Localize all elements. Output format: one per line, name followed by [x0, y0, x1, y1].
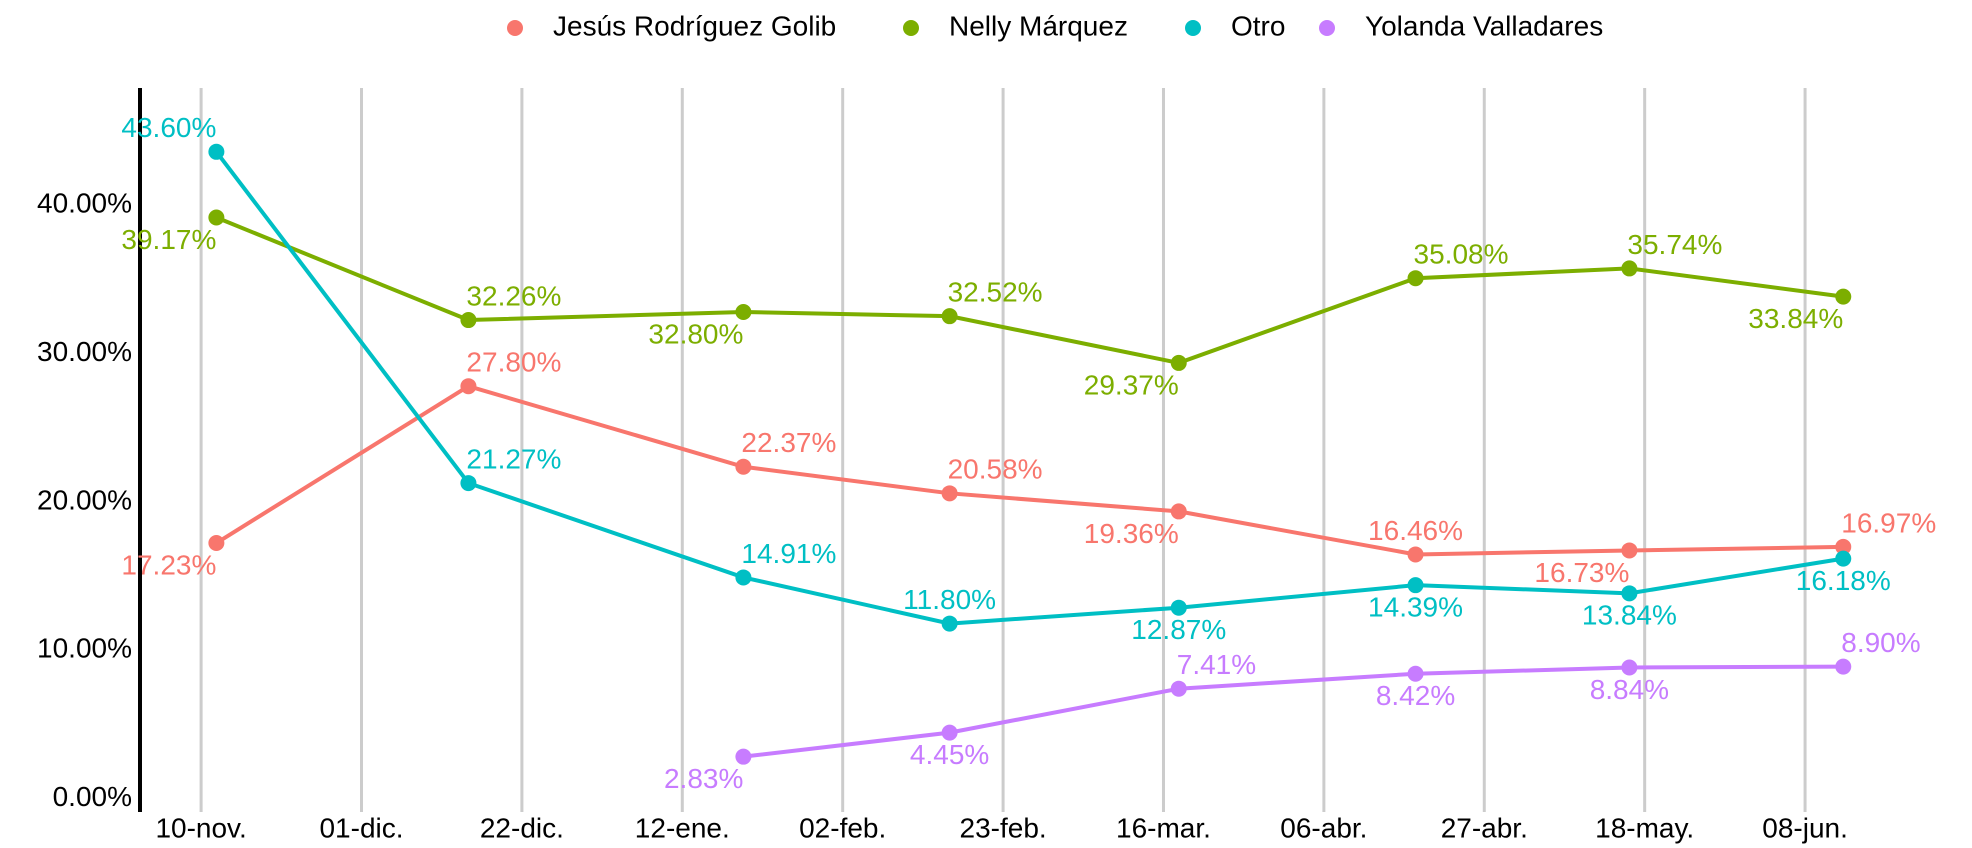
x-tick-label: 27-abr.: [1441, 812, 1528, 843]
y-tick-label: 10.00%: [37, 633, 132, 664]
series-line: [743, 664, 1844, 759]
legend-label: Yolanda Valladares: [1365, 10, 1603, 41]
point: [1835, 288, 1852, 305]
x-tick-label: 22-dic.: [480, 812, 564, 843]
x-tick-label: 18-may.: [1595, 812, 1694, 843]
point: [1621, 542, 1638, 559]
y-tick-label: 30.00%: [37, 336, 132, 367]
data-label: 29.37%: [1084, 369, 1179, 400]
data-label: 8.42%: [1376, 680, 1455, 711]
data-label: 22.37%: [741, 427, 836, 458]
data-label: 4.45%: [910, 739, 989, 770]
x-tick-label: 08-jun.: [1762, 812, 1848, 843]
point: [1407, 665, 1424, 682]
point: [941, 485, 958, 502]
data-label: 32.52%: [948, 277, 1043, 308]
y-tick-label: 20.00%: [37, 484, 132, 515]
y-tick-label: 0.00%: [53, 781, 132, 812]
data-label: 16.73%: [1534, 557, 1629, 588]
data-label: 19.36%: [1084, 518, 1179, 549]
data-label: 14.39%: [1368, 592, 1463, 623]
point: [1621, 260, 1638, 277]
point: [941, 615, 958, 632]
point: [735, 304, 752, 321]
data-label: 33.84%: [1748, 303, 1843, 334]
point: [1621, 659, 1638, 676]
data-label: 11.80%: [903, 584, 996, 615]
x-tick-label: 16-mar.: [1116, 812, 1211, 843]
x-tick-label: 10-nov.: [155, 812, 246, 843]
data-label: 16.46%: [1368, 515, 1463, 546]
point: [941, 308, 958, 325]
point: [735, 748, 752, 765]
data-label: 35.08%: [1414, 239, 1509, 270]
data-label: 20.58%: [948, 454, 1043, 485]
point: [735, 458, 752, 475]
point: [1170, 680, 1187, 697]
data-label: 16.18%: [1796, 565, 1891, 596]
data-label: 17.23%: [121, 549, 216, 580]
point: [208, 535, 225, 552]
legend-marker: [507, 20, 523, 36]
legend-label: Otro: [1231, 10, 1285, 41]
point: [460, 378, 477, 395]
x-tick-label: 23-feb.: [960, 812, 1047, 843]
point: [1170, 503, 1187, 520]
data-label: 21.27%: [466, 443, 561, 474]
data-label: 2.83%: [664, 763, 743, 794]
series-line: [214, 150, 1844, 626]
data-label: 12.87%: [1131, 614, 1226, 645]
x-tick-label: 02-feb.: [799, 812, 886, 843]
legend-marker: [1185, 20, 1201, 36]
point: [1170, 354, 1187, 371]
point: [1835, 658, 1852, 675]
data-label: 35.74%: [1627, 229, 1722, 260]
legend-marker: [903, 20, 919, 36]
point: [1407, 546, 1424, 563]
point: [460, 475, 477, 492]
point: [1621, 585, 1638, 602]
point: [1407, 577, 1424, 594]
data-label: 14.91%: [741, 538, 836, 569]
point: [208, 143, 225, 160]
data-label: 16.97%: [1841, 507, 1936, 538]
x-tick-label: 12-ene.: [635, 812, 730, 843]
legend-marker: [1319, 20, 1335, 36]
series-line: [215, 215, 1844, 365]
legend-label: Nelly Márquez: [949, 10, 1128, 41]
data-label: 39.17%: [121, 224, 216, 255]
data-label: 32.80%: [648, 318, 743, 349]
data-label: 43.60%: [121, 112, 216, 143]
legend-label: Jesús Rodríguez Golib: [553, 10, 836, 41]
point: [208, 209, 225, 226]
data-label: 7.41%: [1177, 649, 1256, 680]
point: [1835, 538, 1852, 555]
data-label: 27.80%: [466, 347, 561, 378]
data-label: 8.90%: [1841, 627, 1920, 658]
data-label: 32.26%: [466, 280, 561, 311]
data-label: 13.84%: [1582, 600, 1677, 631]
point: [1835, 550, 1852, 567]
series-line: [215, 384, 1844, 557]
point: [1407, 270, 1424, 287]
y-tick-label: 40.00%: [37, 188, 132, 219]
point: [460, 312, 477, 329]
point: [1170, 599, 1187, 616]
x-tick-label: 01-dic.: [319, 812, 403, 843]
point: [941, 724, 958, 741]
x-tick-label: 06-abr.: [1280, 812, 1367, 843]
point: [735, 569, 752, 586]
data-label: 8.84%: [1590, 674, 1669, 705]
